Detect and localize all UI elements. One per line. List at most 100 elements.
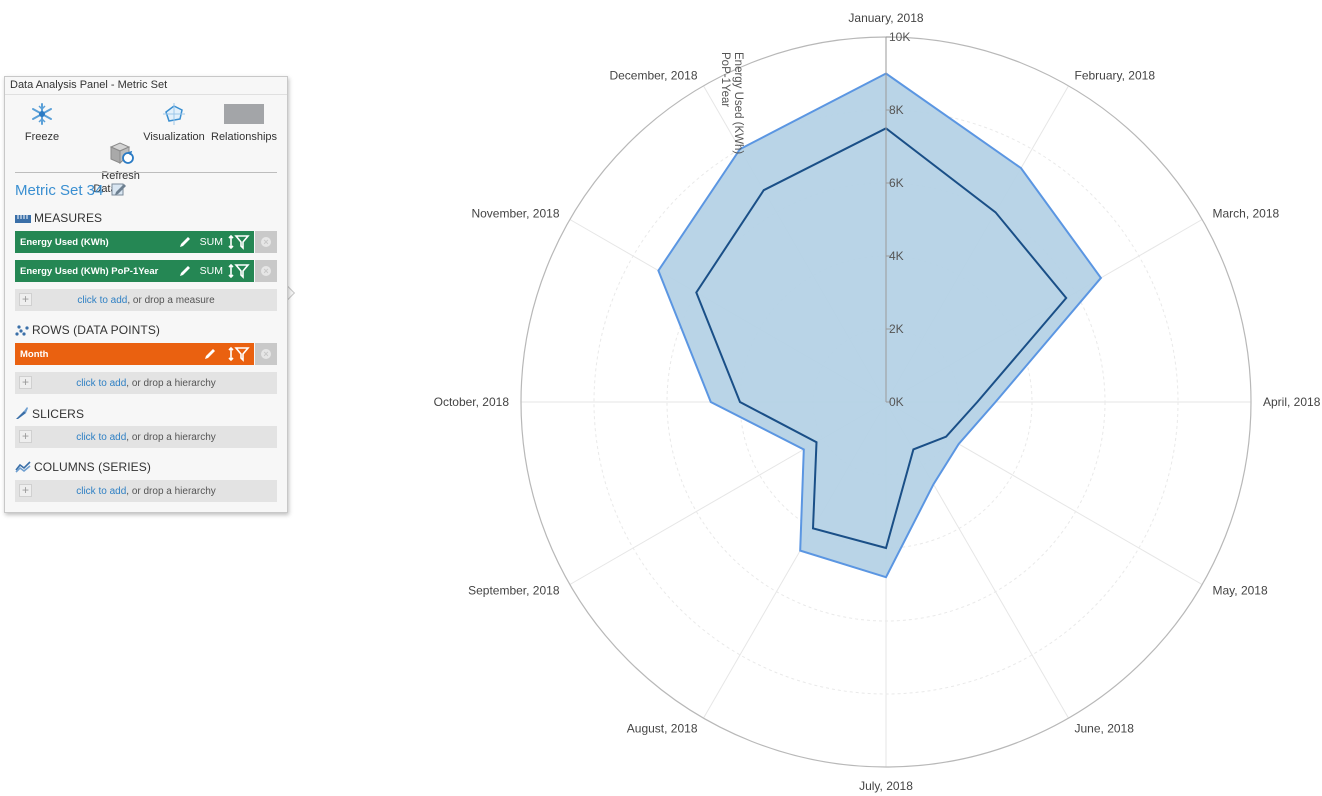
grid-ring (666, 182, 1106, 622)
category-label: November, 2018 (471, 207, 559, 221)
plus-icon[interactable]: + (19, 484, 32, 497)
click-to-add-link[interactable]: click to add (76, 432, 127, 443)
columns-section-header: COLUMNS (SERIES) (15, 460, 151, 476)
plus-icon[interactable]: + (19, 376, 32, 389)
sort-filter-icon[interactable] (228, 263, 250, 282)
radar-series (657, 72, 1103, 579)
divider (5, 94, 287, 95)
category-label: October, 2018 (434, 395, 510, 409)
measure-chip[interactable]: Energy Used (KWh) SUM (15, 231, 254, 253)
tick-label: 6K (889, 176, 904, 190)
columns-drop-zone[interactable]: + click to add, or drop a hierarchy (15, 480, 277, 502)
drop-zone-text: click to add, or drop a measure (15, 295, 277, 306)
snowflake-icon (21, 101, 63, 127)
drop-zone-text: click to add, or drop a hierarchy (15, 378, 277, 389)
drop-suffix: , or drop a hierarchy (126, 432, 216, 443)
data-analysis-panel: Data Analysis Panel - Metric Set Freeze (4, 76, 288, 513)
relationships-label: Relationships (211, 131, 278, 143)
plus-icon[interactable]: + (19, 293, 32, 306)
category-label: September, 2018 (468, 584, 560, 598)
freeze-button[interactable]: Freeze (21, 101, 63, 144)
remove-measure-button[interactable]: × (255, 260, 277, 282)
close-icon: × (261, 349, 271, 359)
radial-axis-ticks: 0K 2K 4K 6K 8K 10K (885, 30, 910, 409)
measure-chip[interactable]: Energy Used (KWh) PoP-1Year SUM (15, 260, 254, 282)
category-label: May, 2018 (1213, 584, 1268, 598)
axis-title-line: Energy Used (KWh) (732, 52, 744, 154)
tick-label: 0K (889, 395, 904, 409)
tick-label: 2K (889, 322, 904, 336)
axis-title-line: PoP-1Year (719, 52, 731, 107)
plus-icon[interactable]: + (19, 430, 32, 443)
divider (15, 172, 277, 173)
pencil-icon[interactable] (178, 264, 192, 281)
measure-label: Energy Used (KWh) (20, 237, 109, 248)
refresh-data-icon (83, 127, 135, 165)
category-label: February, 2018 (1075, 69, 1156, 83)
sort-filter-icon[interactable] (228, 346, 250, 365)
radar-visualization-icon (141, 101, 207, 127)
rows-section-header: ROWS (DATA POINTS) (15, 323, 160, 339)
pencil-icon[interactable] (203, 347, 217, 364)
pencil-icon[interactable] (178, 235, 192, 252)
freeze-label: Freeze (24, 131, 60, 143)
aggregation-label[interactable]: SUM (199, 236, 223, 248)
category-label: March, 2018 (1213, 207, 1280, 221)
tick-label: 8K (889, 103, 904, 117)
remove-measure-button[interactable]: × (255, 231, 277, 253)
ruler-icon (15, 213, 31, 227)
data-points-icon (15, 324, 29, 339)
slicers-label: SLICERS (32, 407, 85, 421)
panel-toolbar: Freeze Refresh Data Visuali (5, 101, 289, 195)
slicers-drop-zone[interactable]: + click to add, or drop a hierarchy (15, 426, 277, 448)
row-label: Month (20, 349, 49, 360)
columns-label: COLUMNS (SERIES) (34, 460, 151, 474)
slicer-icon (15, 406, 29, 423)
category-label: December, 2018 (609, 69, 697, 83)
sort-filter-icon[interactable] (228, 234, 250, 253)
click-to-add-link[interactable]: click to add (76, 486, 127, 497)
visualization-label: Visualization (143, 131, 205, 143)
row-chip[interactable]: Month (15, 343, 254, 365)
rows-label: ROWS (DATA POINTS) (32, 323, 161, 337)
category-label: August, 2018 (627, 722, 698, 736)
refresh-data-button[interactable]: Refresh Data (83, 101, 140, 209)
remove-row-button[interactable]: × (255, 343, 277, 365)
tick-label: 4K (889, 249, 904, 263)
relationships-button[interactable]: Relationships (211, 101, 277, 144)
click-to-add-link[interactable]: click to add (77, 295, 128, 306)
slicers-section-header: SLICERS (15, 406, 84, 423)
series-line-energy-used (695, 127, 1068, 550)
close-icon: × (261, 237, 271, 247)
category-labels: January, 2018 February, 2018 March, 2018 Ap… (434, 11, 1321, 793)
close-icon: × (261, 266, 271, 276)
category-label: June, 2018 (1075, 722, 1135, 736)
drop-zone-text: click to add, or drop a hierarchy (15, 486, 277, 497)
metric-set-name: Metric Set 34 (15, 182, 104, 199)
measures-label: MEASURES (34, 211, 103, 225)
measures-section-header: MEASURES (15, 211, 102, 227)
series-area-pop-1year (657, 72, 1103, 579)
measure-drop-zone[interactable]: + click to add, or drop a measure (15, 289, 277, 311)
drop-suffix: , or drop a measure (127, 295, 215, 306)
category-label: January, 2018 (848, 11, 923, 25)
drop-suffix: , or drop a hierarchy (126, 486, 216, 497)
edit-title-icon[interactable] (111, 181, 127, 201)
metric-set-title[interactable]: Metric Set 34 (15, 181, 127, 201)
panel-title: Data Analysis Panel - Metric Set (10, 79, 168, 91)
drop-zone-text: click to add, or drop a hierarchy (15, 432, 277, 443)
drop-suffix: , or drop a hierarchy (126, 378, 216, 389)
rows-drop-zone[interactable]: + click to add, or drop a hierarchy (15, 372, 277, 394)
click-to-add-link[interactable]: click to add (76, 378, 127, 389)
measure-label: Energy Used (KWh) PoP-1Year (20, 266, 159, 277)
refresh-data-label: Refresh Data (93, 170, 140, 195)
aggregation-label[interactable]: SUM (199, 265, 223, 277)
series-icon (15, 461, 31, 476)
category-label: April, 2018 (1263, 395, 1321, 409)
visualization-button[interactable]: Visualization (141, 101, 207, 144)
radial-axis-title: Energy Used (KWh)PoP-1Year (719, 52, 744, 154)
category-label: July, 2018 (859, 779, 913, 793)
relationships-icon (211, 101, 277, 127)
tick-label: 10K (889, 30, 910, 44)
